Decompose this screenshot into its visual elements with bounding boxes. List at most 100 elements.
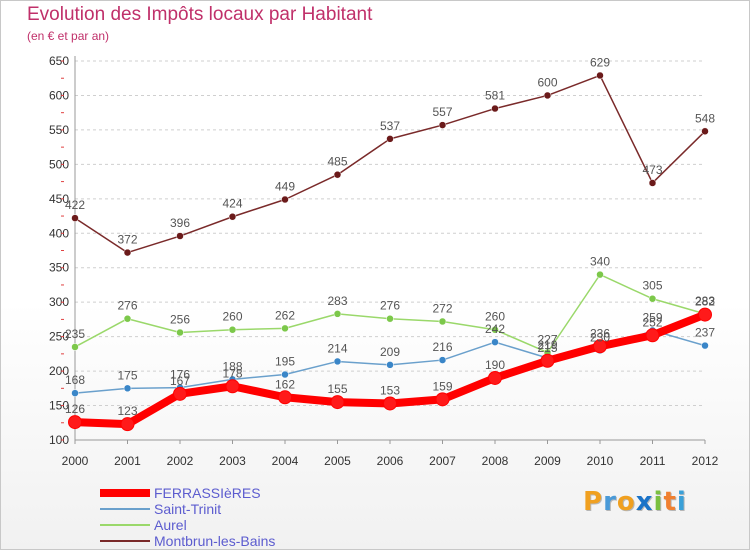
data-label: 162	[275, 377, 295, 391]
data-label: 188	[222, 359, 242, 373]
data-label: 282	[695, 295, 715, 309]
x-tick-label: 2007	[429, 454, 456, 468]
data-label: 548	[695, 111, 715, 125]
data-label: 557	[432, 105, 452, 119]
data-point	[438, 121, 447, 129]
proxiti-logo: Proxiti	[583, 487, 687, 517]
data-label: 449	[275, 180, 295, 194]
data-point	[71, 343, 79, 351]
legend-label: Aurel	[154, 517, 187, 533]
data-point	[228, 325, 237, 334]
data-point	[383, 396, 397, 411]
x-tick-label: 2003	[219, 454, 246, 468]
data-point	[330, 395, 345, 410]
legend-label: FERRASSIèRES	[154, 485, 261, 501]
data-label: 215	[537, 341, 557, 355]
data-point	[438, 317, 447, 326]
data-label: 126	[65, 402, 85, 416]
data-point	[488, 370, 502, 385]
y-tick-label: 100	[49, 433, 69, 447]
legend-swatch	[100, 524, 150, 526]
data-label: 123	[117, 404, 137, 418]
y-tick-label: 150	[49, 399, 69, 413]
series-group	[68, 71, 712, 432]
data-point	[491, 338, 499, 346]
x-tick-label: 2008	[482, 454, 509, 468]
x-tick-label: 2011	[640, 454, 666, 468]
data-label: 235	[65, 327, 85, 341]
data-label: 422	[65, 198, 85, 212]
data-point	[596, 270, 604, 279]
logo-letter: x	[635, 487, 654, 517]
y-tick-label: 650	[49, 54, 69, 68]
data-label: 216	[432, 340, 452, 354]
data-label: 372	[117, 233, 137, 247]
x-tick-label: 2002	[167, 454, 194, 468]
data-point	[648, 179, 657, 187]
axes: 100 150 200 250 300 350 400 450 500 550 600 650 2000…	[49, 54, 719, 468]
data-label: 153	[380, 383, 400, 397]
data-label: 260	[485, 310, 505, 324]
data-point	[123, 314, 132, 323]
legend-swatch	[100, 508, 150, 510]
data-point	[173, 386, 187, 401]
data-point	[176, 328, 184, 337]
data-label: 256	[170, 313, 190, 327]
x-tick-label: 2006	[377, 454, 404, 468]
data-label: 629	[590, 55, 610, 69]
data-label: 272	[432, 301, 452, 315]
x-tick-label: 2001	[114, 454, 141, 468]
data-point	[491, 325, 499, 334]
chart-title: Evolution des Impôts locaux par Habitant	[27, 4, 373, 25]
data-point	[701, 341, 709, 350]
data-label: 167	[170, 374, 190, 388]
chart-subtitle: (en € et par an)	[27, 29, 110, 43]
data-label: 276	[117, 299, 137, 313]
logo-letter: o	[616, 487, 636, 517]
data-label: 259	[642, 310, 662, 324]
data-point	[386, 135, 394, 143]
y-tick-label: 300	[49, 295, 69, 309]
data-label: 155	[327, 382, 347, 396]
data-label: 252	[642, 315, 662, 329]
legend-swatch	[100, 540, 150, 542]
data-label: 236	[590, 326, 610, 340]
data-point	[540, 353, 555, 368]
y-tick-label: 450	[49, 192, 69, 206]
data-point	[225, 379, 240, 394]
data-label: 168	[65, 373, 85, 387]
data-label: 195	[275, 355, 295, 369]
data-point	[386, 361, 394, 369]
data-point	[120, 417, 135, 432]
legend-swatch	[100, 489, 150, 497]
data-label: 176	[170, 368, 190, 382]
data-point	[278, 390, 292, 405]
data-point	[596, 71, 604, 80]
y-tick-label: 350	[49, 261, 69, 275]
data-label: 396	[170, 216, 190, 230]
data-point	[645, 328, 660, 343]
x-tick-label: 2010	[587, 454, 614, 468]
data-point	[71, 389, 79, 397]
x-tick-label: 2009	[534, 454, 561, 468]
data-label: 209	[380, 345, 400, 359]
data-point	[701, 127, 709, 136]
data-label: 305	[642, 279, 662, 293]
data-point	[333, 310, 342, 318]
data-label: 260	[222, 310, 242, 324]
data-label: 175	[117, 368, 137, 382]
data-point	[123, 248, 132, 257]
data-label: 424	[222, 197, 242, 211]
data-point	[698, 307, 712, 322]
data-point	[281, 195, 289, 204]
data-point	[435, 392, 450, 407]
data-point	[228, 212, 237, 221]
data-label: 159	[432, 379, 452, 393]
data-label: 340	[590, 255, 610, 269]
data-labels: 422 372 396 424 449 485 537 557 581 600 629 473 548 2…	[65, 55, 715, 418]
data-label: 230	[590, 330, 610, 344]
data-point	[333, 170, 342, 179]
data-label: 237	[695, 326, 715, 340]
